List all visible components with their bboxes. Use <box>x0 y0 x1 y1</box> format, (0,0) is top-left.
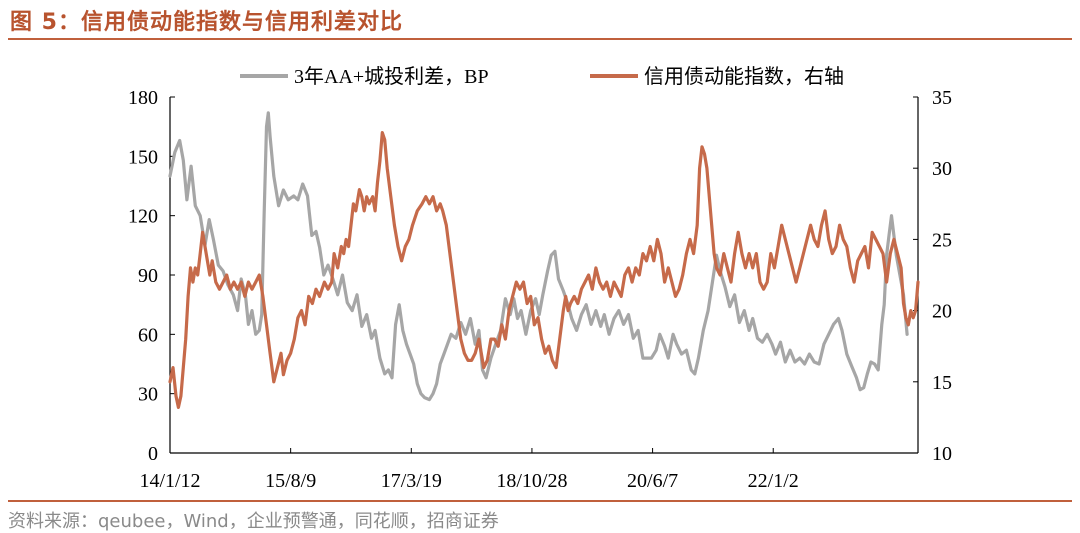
right-y-tick-label: 20 <box>932 301 952 323</box>
right-y-tick-label: 15 <box>932 372 952 394</box>
title-rule <box>8 38 1072 40</box>
chart-axes: 0 30 60 90 120 150 180 10 15 20 25 30 35 14/1/12 15/8/… <box>128 87 952 492</box>
figure-title: 图 5：信用债动能指数与信用利差对比 <box>10 10 403 35</box>
chart-series <box>168 111 920 409</box>
source-note: 资料来源：qeubee，Wind，企业预警通，同花顺，招商证券 <box>8 511 499 532</box>
x-tick-label: 15/8/9 <box>265 470 316 492</box>
left-y-tick-label: 60 <box>138 324 158 346</box>
x-tick-label: 22/1/2 <box>748 470 799 492</box>
x-tick-label: 17/3/19 <box>381 470 442 492</box>
chart-legend: 3年AA+城投利差，BP 信用债动能指数，右轴 <box>240 65 844 88</box>
right-y-tick-label: 25 <box>932 229 952 251</box>
source-rule <box>8 500 1072 502</box>
right-y-tick-label: 30 <box>932 158 952 180</box>
left-y-tick-label: 120 <box>128 206 158 228</box>
legend-label: 3年AA+城投利差，BP <box>294 65 489 88</box>
momentum-series-line <box>168 131 920 409</box>
right-y-tick-label: 35 <box>932 87 952 109</box>
x-tick-label: 20/6/7 <box>627 470 678 492</box>
left-y-tick-label: 180 <box>128 87 158 109</box>
x-tick-label: 14/1/12 <box>139 470 200 492</box>
legend-label: 信用债动能指数，右轴 <box>644 65 844 88</box>
left-y-tick-label: 0 <box>148 443 158 465</box>
left-y-tick-label: 150 <box>128 146 158 168</box>
right-y-tick-label: 10 <box>932 443 952 465</box>
x-tick-label: 18/10/28 <box>496 470 567 492</box>
left-y-tick-label: 30 <box>138 384 158 406</box>
left-y-tick-label: 90 <box>138 265 158 287</box>
